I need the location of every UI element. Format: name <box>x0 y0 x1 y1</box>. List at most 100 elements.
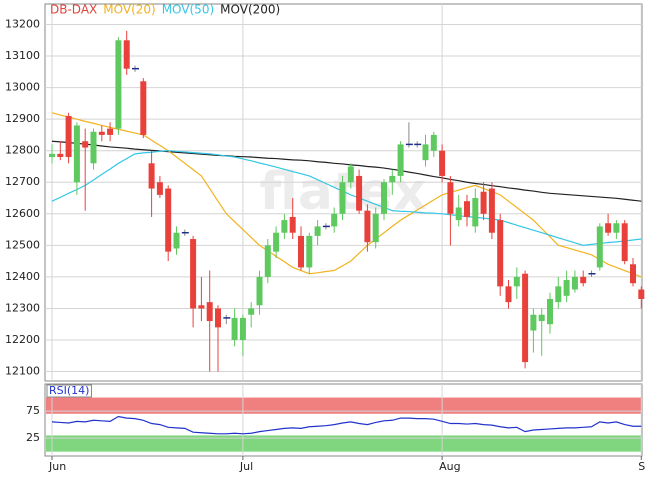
candle-body <box>613 223 620 233</box>
candle <box>65 112 72 164</box>
candle-body <box>190 239 197 309</box>
candle <box>480 182 487 221</box>
candle <box>447 175 454 246</box>
candle <box>621 220 628 265</box>
candle-body <box>563 280 570 296</box>
line-series <box>51 112 642 278</box>
y-tick-label: 13000 <box>5 81 40 94</box>
candle <box>132 65 139 72</box>
candle-body <box>364 210 371 243</box>
candle <box>190 235 197 328</box>
candle-body <box>538 314 545 322</box>
candle <box>156 175 163 199</box>
candle-body <box>464 201 470 217</box>
candle <box>98 125 105 142</box>
candle <box>464 194 470 227</box>
candle-body <box>347 166 354 183</box>
candle-body <box>372 213 379 243</box>
candle <box>90 128 97 170</box>
candle <box>497 213 504 296</box>
y-tick-label: 13200 <box>5 18 40 31</box>
candle-body <box>90 131 97 164</box>
candle <box>530 308 537 353</box>
candle <box>364 204 371 252</box>
candle <box>571 270 578 293</box>
candle-body <box>439 150 446 176</box>
candle-body <box>140 81 147 135</box>
candle-body <box>314 226 321 236</box>
candle-body <box>580 276 587 284</box>
candle <box>596 223 603 271</box>
candle <box>638 286 645 309</box>
candle <box>513 267 520 299</box>
candle <box>488 182 495 240</box>
candle <box>148 150 155 217</box>
candle <box>239 314 246 356</box>
candle <box>356 169 363 214</box>
candle-body <box>281 220 288 233</box>
x-tick-label: Aug <box>439 460 460 473</box>
candle <box>306 232 313 274</box>
candle <box>538 308 545 356</box>
candle-body <box>306 235 313 268</box>
candle <box>215 305 221 372</box>
candle-body <box>206 302 213 322</box>
candle-body <box>57 153 64 158</box>
candle-body <box>605 223 612 233</box>
x-tick-label: S <box>638 460 645 473</box>
legend-entry: MOV(200) <box>220 3 280 17</box>
candle-body <box>264 245 271 277</box>
candle <box>505 280 512 309</box>
candle-body <box>397 144 404 176</box>
y-tick-label: 12200 <box>5 333 40 346</box>
rsi-zone <box>46 397 642 414</box>
candle-body <box>455 207 462 221</box>
candle <box>165 185 172 262</box>
y-tick-label: 75 <box>26 404 40 417</box>
y-tick-label: 25 <box>26 431 40 444</box>
candle <box>422 134 429 167</box>
candle-body <box>488 188 495 233</box>
candle-body <box>231 317 238 340</box>
candle-body <box>513 276 520 287</box>
line-series <box>51 415 642 435</box>
legend-box <box>46 384 92 398</box>
candle-body <box>522 273 529 363</box>
candle <box>397 141 404 183</box>
candle-body <box>331 213 338 227</box>
line-series <box>51 150 642 246</box>
y-tick-label: 12600 <box>5 207 40 220</box>
candle-body <box>248 308 255 315</box>
legend-entry: DB-DAX <box>50 3 97 17</box>
candle <box>173 226 180 255</box>
candle <box>555 276 562 309</box>
legend-entry: RSI(14) <box>49 384 89 397</box>
candle-body <box>547 298 553 325</box>
rsi-zone <box>46 435 642 452</box>
candle-body <box>621 223 628 262</box>
candle-body <box>156 182 163 195</box>
candle <box>372 207 379 249</box>
candle-body <box>430 134 437 151</box>
x-tick-label: Jun <box>48 460 66 473</box>
candle-body <box>107 128 114 135</box>
candle-body <box>198 305 205 309</box>
candle <box>613 220 620 240</box>
candle-body <box>98 131 105 135</box>
candle <box>314 220 321 246</box>
candle-body <box>273 232 280 252</box>
candle-body <box>447 182 454 214</box>
candle <box>206 270 213 372</box>
candle <box>231 308 238 347</box>
candle-body <box>630 264 636 284</box>
candle-body <box>115 40 122 129</box>
candle <box>414 141 422 148</box>
candle <box>289 198 296 240</box>
y-tick-label: 12500 <box>5 238 40 251</box>
candle-body <box>256 276 263 306</box>
candle <box>223 314 231 325</box>
candle-body <box>289 216 296 233</box>
candle <box>322 223 330 230</box>
candle <box>73 122 80 195</box>
